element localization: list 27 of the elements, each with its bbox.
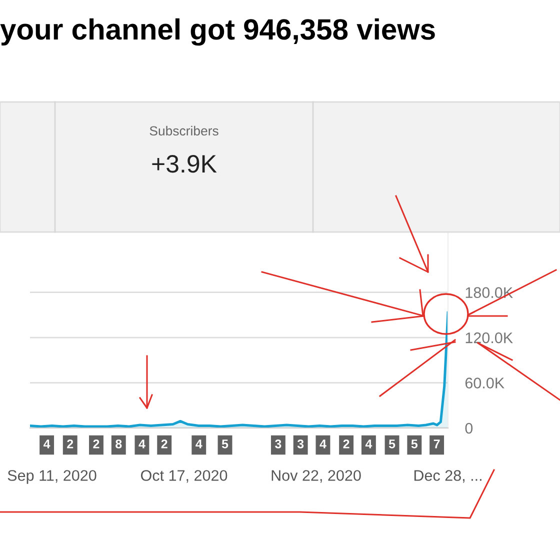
y-tick-label: 180.0K <box>466 287 513 298</box>
text: 7 <box>434 440 440 448</box>
text: 2 <box>67 440 74 448</box>
y-tick-label: 0 <box>465 422 473 434</box>
text: 5 <box>388 440 396 448</box>
text: 3 <box>275 440 282 448</box>
text: 2 <box>343 440 350 448</box>
x-tick-label: Oct 17, 2020 <box>140 470 228 483</box>
text: 4 <box>44 440 50 448</box>
text: 2 <box>161 440 168 448</box>
text: 4 <box>365 440 372 448</box>
x-tick-label: Nov 22, 2020 <box>272 470 361 483</box>
chart-title: your channel got 946,358 views <box>0 18 435 46</box>
text: 2 <box>93 440 100 448</box>
text: +3.9K <box>152 155 217 173</box>
text: 4 <box>320 440 326 448</box>
x-tick-label: Dec 28, ... <box>414 470 482 483</box>
y-tick-label: 120.0K <box>466 332 513 344</box>
text: 5 <box>222 440 228 448</box>
y-tick-label: 60.0K <box>465 378 504 388</box>
text: 3 <box>297 440 304 448</box>
text: Subscribers <box>150 126 218 136</box>
text: 5 <box>411 440 418 448</box>
text: 8 <box>116 440 122 448</box>
text: 4 <box>196 440 202 448</box>
x-tick-label: Sep 11, 2020 <box>8 470 96 484</box>
text: 4 <box>138 440 146 448</box>
